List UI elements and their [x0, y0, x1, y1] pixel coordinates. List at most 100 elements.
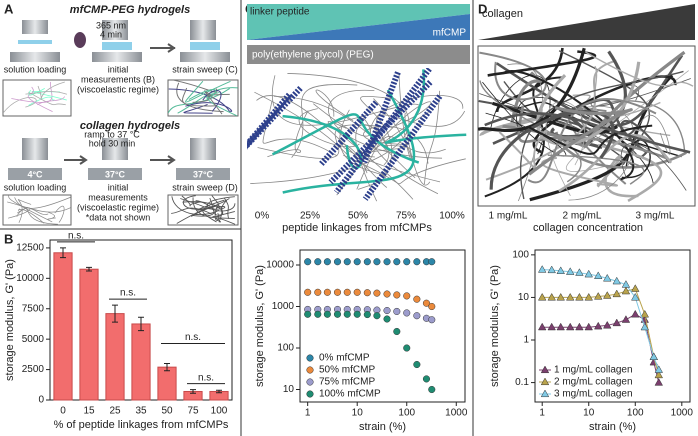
temperature: 37°C	[105, 169, 126, 179]
x-tick-label: 0	[60, 406, 66, 417]
series-line	[542, 269, 660, 370]
fiber	[182, 87, 218, 107]
point	[304, 288, 312, 296]
fiber	[176, 82, 224, 113]
uv-label: 4 min	[100, 29, 122, 39]
peg-bar	[247, 45, 470, 64]
fiber	[532, 75, 677, 154]
point	[556, 292, 565, 301]
legend-marker	[306, 366, 314, 374]
significance-label: n.s.	[68, 231, 84, 242]
step-label: solution loading	[4, 182, 67, 192]
x-tick-label: 100	[398, 408, 415, 419]
point	[393, 291, 401, 299]
wedge-label: linker peptide	[250, 7, 310, 18]
step-label: initial	[108, 182, 129, 192]
plot-frame	[534, 249, 691, 403]
mfcmp-fiber	[247, 92, 292, 150]
fiber	[183, 195, 230, 210]
point	[373, 258, 381, 266]
wedge	[478, 4, 695, 40]
x-tick-label: 10	[583, 408, 595, 419]
rheometer	[8, 138, 230, 180]
fiber	[8, 195, 53, 223]
point	[353, 288, 361, 296]
fiber	[37, 96, 66, 106]
legend-marker	[306, 354, 314, 362]
fiber	[298, 108, 360, 148]
fiber	[11, 81, 53, 103]
percent-label: 0%	[255, 211, 270, 222]
fiber	[188, 89, 217, 100]
fiber	[214, 206, 220, 221]
bar	[131, 323, 151, 401]
fiber	[215, 217, 236, 225]
point	[631, 309, 640, 318]
fiber	[47, 211, 56, 220]
point	[556, 266, 565, 274]
series-line	[542, 288, 660, 376]
fiber	[547, 154, 645, 185]
step-label: (viscoelastic regime)	[77, 202, 159, 212]
panel-label: D	[478, 1, 487, 16]
x-tick-label: 35	[135, 406, 147, 417]
point	[575, 268, 584, 276]
point	[640, 322, 649, 331]
point	[403, 258, 411, 266]
point	[640, 309, 649, 318]
point	[649, 352, 659, 361]
point	[547, 265, 556, 274]
point	[428, 385, 436, 394]
fiber	[558, 134, 673, 193]
point	[383, 315, 391, 323]
fiber	[3, 97, 37, 114]
fiber	[282, 89, 416, 194]
fiber	[197, 199, 225, 211]
x-axis-title: strain (%)	[359, 421, 406, 433]
bar	[53, 252, 73, 401]
point	[631, 292, 640, 301]
point	[333, 288, 342, 296]
point	[603, 273, 612, 282]
point	[584, 322, 593, 331]
legend-marker	[540, 377, 550, 386]
point	[373, 312, 381, 320]
point	[363, 311, 371, 319]
point	[403, 344, 411, 352]
legend-marker	[306, 378, 314, 386]
section-title: mfCMP-PEG hydrogels	[70, 4, 190, 16]
mfcmp-fiber	[333, 68, 432, 195]
fiber	[527, 98, 657, 184]
step-label: measurements	[88, 192, 148, 202]
point	[323, 310, 331, 318]
x-tick-label: 1000	[445, 408, 468, 419]
fiber	[620, 119, 671, 164]
percent-label: 25%	[300, 211, 320, 222]
temperature: 37°C	[193, 169, 214, 179]
legend-label: 75% mfCMP	[319, 377, 375, 388]
fiber	[479, 51, 547, 101]
point	[612, 318, 621, 327]
fiber	[17, 208, 45, 224]
point	[428, 302, 436, 311]
error-bar	[86, 266, 92, 272]
x-tick-label: 1000	[671, 408, 694, 419]
ramp-label: ramp to 37 °C	[84, 129, 140, 139]
point	[333, 258, 342, 266]
legend-marker	[306, 390, 314, 398]
point	[343, 258, 351, 266]
point	[363, 289, 371, 297]
y-tick-label: 0.1	[515, 377, 529, 388]
fiber	[487, 50, 597, 77]
fiber	[489, 110, 615, 190]
step-label: (viscoelastic regime)	[77, 84, 159, 94]
y-tick-label: 10	[283, 384, 295, 395]
fiber	[206, 91, 238, 116]
x-tick-label: 100	[627, 408, 644, 419]
y-tick-label: 5000	[22, 334, 45, 345]
legend-label: 3 mg/mL collagen	[554, 389, 633, 400]
point	[594, 292, 603, 300]
point	[556, 322, 565, 331]
panel-a: mfCMP-PEG hydrogels 365 nm 4 min solutio…	[2, 4, 239, 226]
